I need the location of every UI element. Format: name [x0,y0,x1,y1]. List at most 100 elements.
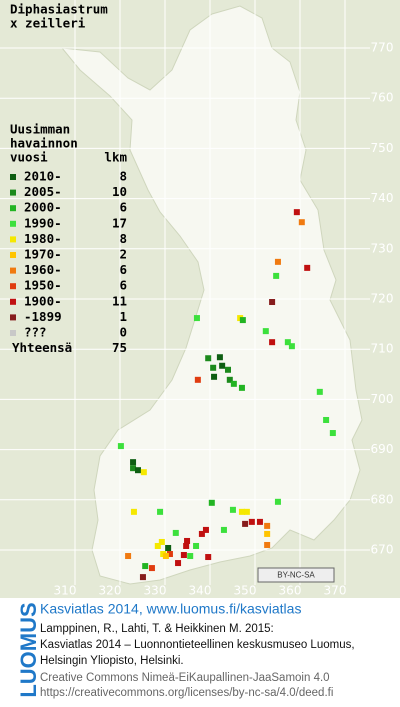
observation [238,508,245,515]
headline: Kasviatlas 2014, www.luomus.fi/kasviatla… [40,601,301,617]
legend-count-heading: lkm [104,150,127,165]
observation [248,518,255,525]
observation [148,565,155,572]
legend-swatch [10,205,16,212]
legend-label: 1950- [24,278,62,293]
observation [130,459,137,466]
x-tick-label: 360 [279,584,302,598]
y-tick-label: 690 [371,442,394,456]
observation [323,416,330,423]
observation [226,376,233,383]
observation [304,264,311,271]
y-tick-label: 770 [371,41,394,55]
observation [211,373,218,380]
observation [202,526,209,533]
observation [198,530,205,537]
observation [216,354,223,361]
legend-count: 11 [112,293,127,308]
legend-label: 2005- [24,184,62,199]
observation [264,522,271,529]
legend-swatch [10,189,16,196]
legend-swatch [10,220,16,227]
observation [183,542,190,549]
observation [269,299,276,306]
y-tick-label: 750 [371,141,394,155]
observation [264,530,271,537]
logo: LUOMUS [16,602,41,697]
x-tick-label: 370 [324,584,347,598]
observation [329,430,336,437]
legend-label: 2010- [24,169,62,184]
legend-swatch [10,314,16,321]
title: Diphasiastrum [10,2,108,17]
observation [172,529,179,536]
legend-count: 8 [119,169,127,184]
observation [243,508,250,515]
observation [194,376,201,383]
legend-label: 1980- [24,231,62,246]
legend-swatch [10,252,16,258]
observation [117,443,124,450]
legend-heading: havainnon [10,136,78,151]
observation [205,554,212,561]
license: Creative Commons Nimeä-EiKaupallinen-Jaa… [40,672,330,684]
legend-swatch [10,330,16,336]
legend-heading: Uusimman [10,122,70,137]
observation [298,219,305,226]
legend-label: ??? [24,325,47,340]
observation [130,508,137,515]
observation [239,317,246,324]
observation [229,506,236,513]
legend-swatch [10,236,16,243]
observation [208,499,215,506]
legend-count: 2 [119,247,127,262]
observation [316,388,323,395]
x-tick-label: 350 [234,584,257,598]
observation [242,520,249,527]
x-tick-label: 320 [99,584,122,598]
y-tick-label: 720 [371,292,394,306]
legend-label: 1990- [24,215,62,230]
legend-swatch [10,267,16,274]
observation [158,538,165,545]
legend-count: 1 [119,309,127,324]
observation [139,574,146,581]
observation [205,355,212,362]
observation [288,343,295,350]
observation [269,339,276,346]
observation [284,339,291,346]
observation [187,553,194,560]
y-tick-label: 710 [371,342,394,356]
observation [154,542,161,549]
legend-heading: vuosi [10,150,48,165]
observation [162,553,169,560]
observation [140,469,147,476]
x-tick-label: 330 [144,584,167,598]
legend-count: 0 [119,325,127,340]
observation [238,384,245,391]
legend-swatch [10,283,16,290]
citation: Kasviatlas 2014 – Luonnontieteellinen ke… [40,639,355,651]
title: x zeilleri [10,16,86,31]
legend-label: 1900- [24,293,62,308]
y-tick-label: 680 [371,492,394,506]
observation [184,537,191,544]
observation [157,508,164,515]
observation [256,518,263,525]
legend-count: 6 [119,278,127,293]
observation [130,465,137,472]
observation [166,551,173,558]
y-tick-label: 760 [371,91,394,105]
observation [225,366,231,373]
y-tick-label: 700 [371,392,394,406]
legend-label: 1970- [24,247,62,262]
legend-swatch [10,298,16,305]
legend-count: 17 [112,215,127,230]
y-tick-label: 740 [371,191,394,205]
y-tick-label: 670 [371,543,394,557]
observation [264,541,271,548]
observation [230,380,237,387]
license-badge [257,567,335,583]
observation [135,467,141,474]
